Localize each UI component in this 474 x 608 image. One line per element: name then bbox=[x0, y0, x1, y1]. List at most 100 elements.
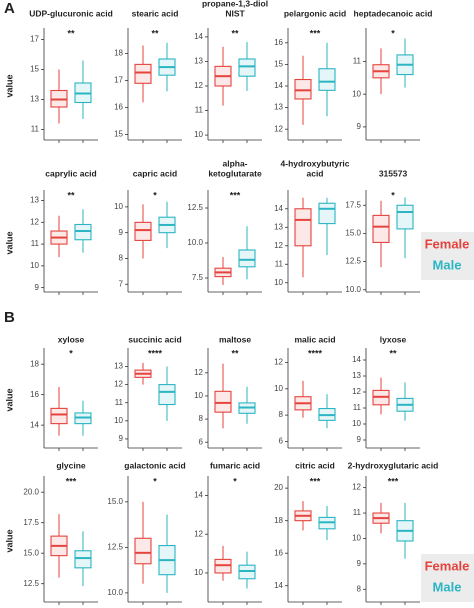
y-tick-label: 12.5 bbox=[107, 542, 123, 551]
y-axis-label: value bbox=[4, 74, 14, 97]
y-tick-label: 10 bbox=[194, 130, 203, 139]
y-tick-label: 11 bbox=[275, 259, 284, 268]
y-tick-label: 18 bbox=[114, 49, 123, 58]
legend-label: Male bbox=[433, 579, 462, 594]
box bbox=[74, 550, 92, 569]
y-tick-label: 12 bbox=[194, 529, 203, 538]
y-tick-label: 13 bbox=[274, 103, 283, 112]
box bbox=[372, 214, 390, 243]
y-tick-label: 12.5 bbox=[345, 257, 361, 266]
box bbox=[294, 78, 312, 100]
y-tick-label: 10 bbox=[352, 419, 361, 428]
y-tick-label: 12.5 bbox=[23, 579, 39, 588]
chart-title: heptadecanoic acid bbox=[354, 8, 433, 18]
y-tick-label: 8 bbox=[357, 584, 362, 593]
significance: * bbox=[391, 28, 395, 38]
y-tick-label: 16 bbox=[274, 548, 283, 557]
box bbox=[134, 63, 152, 84]
y-tick-label: 8 bbox=[199, 414, 204, 423]
legend-label: Female bbox=[425, 558, 470, 573]
y-tick-label: 17.5 bbox=[23, 518, 39, 527]
y-tick-label: 13 bbox=[194, 57, 203, 66]
y-tick-label: 15 bbox=[274, 60, 283, 69]
y-axis-label: value bbox=[4, 231, 14, 254]
y-tick-label: 12 bbox=[194, 81, 203, 90]
y-tick-label: 8 bbox=[279, 410, 284, 419]
chart-title: capric acid bbox=[133, 168, 177, 178]
chart-title: stearic acid bbox=[132, 8, 179, 18]
chart-title: UDP-glucuronic acid bbox=[29, 8, 113, 18]
legend-label: Female bbox=[425, 236, 470, 251]
chart-title: 2-hydroxyglutaric acid bbox=[348, 460, 439, 470]
box bbox=[238, 249, 256, 268]
y-tick-label: 12 bbox=[352, 483, 361, 492]
box bbox=[134, 221, 152, 241]
y-tick-label: 17 bbox=[114, 76, 123, 85]
significance: **** bbox=[148, 348, 163, 358]
chart-title: fumaric acid bbox=[210, 460, 260, 470]
box bbox=[396, 204, 414, 230]
y-tick-label: 9 bbox=[119, 228, 124, 237]
significance: * bbox=[153, 190, 157, 200]
significance: ** bbox=[67, 28, 75, 38]
y-tick-label: 9 bbox=[357, 435, 362, 444]
chart-title: NIST bbox=[225, 8, 245, 18]
significance: * bbox=[153, 476, 157, 486]
y-tick-label: 14 bbox=[274, 581, 283, 590]
chart-title: lyxose bbox=[380, 334, 407, 344]
y-tick-label: 10 bbox=[194, 391, 203, 400]
significance: * bbox=[233, 476, 237, 486]
y-tick-label: 6 bbox=[279, 437, 284, 446]
y-tick-label: 11 bbox=[31, 239, 40, 248]
significance: *** bbox=[66, 476, 77, 486]
y-tick-label: 16 bbox=[114, 103, 123, 112]
box bbox=[74, 223, 92, 241]
box bbox=[50, 407, 68, 425]
y-tick-label: 17.5 bbox=[345, 200, 361, 209]
legend-box bbox=[421, 232, 474, 280]
y-axis-label: value bbox=[4, 529, 14, 552]
significance: *** bbox=[310, 28, 321, 38]
chart-title: ketoglutarate bbox=[208, 168, 262, 178]
y-tick-label: 11 bbox=[353, 403, 362, 412]
y-tick-label: 6 bbox=[199, 437, 204, 446]
y-tick-label: 17 bbox=[30, 35, 39, 44]
y-tick-label: 12 bbox=[114, 380, 123, 389]
significance: ** bbox=[67, 190, 75, 200]
chart-title: alpha- bbox=[222, 158, 247, 168]
chart-title: pelargonic acid bbox=[284, 8, 346, 18]
y-tick-label: 16 bbox=[30, 390, 39, 399]
box bbox=[214, 390, 232, 413]
chart-title: malic acid bbox=[294, 334, 335, 344]
legend-box bbox=[421, 554, 474, 602]
y-tick-label: 10.0 bbox=[187, 238, 203, 247]
significance: ** bbox=[231, 28, 239, 38]
y-tick-label: 10 bbox=[194, 568, 203, 577]
chart-title: xylose bbox=[58, 334, 85, 344]
y-tick-label: 9 bbox=[119, 434, 124, 443]
y-tick-label: 12.5 bbox=[187, 203, 203, 212]
chart-title: 4-hydroxybutyric bbox=[281, 158, 350, 168]
legend-label: Male bbox=[433, 257, 462, 272]
y-tick-label: 14 bbox=[352, 355, 361, 364]
chart-title: glycine bbox=[56, 460, 86, 470]
y-tick-label: 12 bbox=[274, 241, 283, 250]
y-tick-label: 13 bbox=[114, 362, 123, 371]
y-tick-label: 14 bbox=[194, 32, 203, 41]
y-tick-label: 14 bbox=[194, 491, 203, 500]
y-tick-label: 10 bbox=[114, 416, 123, 425]
chart-title: 315573 bbox=[379, 168, 408, 178]
y-tick-label: 11 bbox=[195, 106, 204, 115]
y-tick-label: 11 bbox=[31, 125, 40, 134]
y-tick-label: 14 bbox=[274, 204, 283, 213]
y-tick-label: 13 bbox=[352, 371, 361, 380]
y-tick-label: 14 bbox=[30, 420, 39, 429]
box bbox=[318, 202, 336, 225]
y-tick-label: 7 bbox=[119, 279, 124, 288]
y-tick-label: 14 bbox=[274, 81, 283, 90]
y-tick-label: 16 bbox=[274, 38, 283, 47]
y-tick-label: 12 bbox=[194, 368, 203, 377]
chart-title: citric acid bbox=[295, 460, 335, 470]
y-tick-label: 11 bbox=[353, 57, 362, 66]
